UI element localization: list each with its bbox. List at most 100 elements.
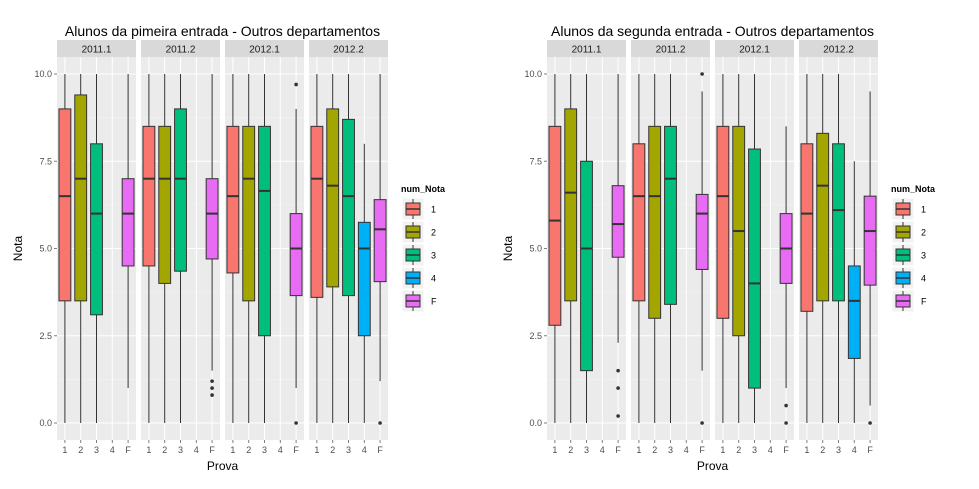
box-1	[716, 74, 730, 423]
y-tick-label: 0.0	[529, 418, 542, 428]
box-body	[357, 221, 371, 337]
box-body	[289, 213, 303, 297]
x-tick-label: 1	[314, 445, 319, 455]
legend: num_Nota 1 2 3 4 F	[891, 184, 936, 313]
facet-strip	[631, 40, 710, 57]
box-body	[863, 195, 877, 286]
y-axis-title: Nota	[501, 236, 515, 262]
facet-strip	[547, 40, 626, 57]
box-2	[564, 74, 578, 423]
facet-strip	[715, 40, 794, 57]
box-3	[748, 74, 761, 423]
box-body	[648, 125, 662, 319]
x-tick-label: 4	[362, 445, 367, 455]
y-tick-label: 5.0	[39, 244, 52, 254]
x-tick-label: 3	[262, 445, 267, 455]
box-body	[326, 108, 340, 288]
x-tick-label: 4	[768, 445, 773, 455]
x-tick-label: 3	[668, 445, 673, 455]
facet-label: 2012.2	[823, 45, 854, 56]
y-tick-label: 10.0	[524, 69, 542, 79]
chart-1: Alunos da pimeira entrada - Outros depar…	[11, 23, 446, 473]
box-1	[632, 74, 646, 423]
y-axis-title: Nota	[11, 236, 25, 262]
legend-label: 1	[921, 205, 926, 215]
y-tick-label: 7.5	[529, 156, 542, 166]
box-body	[58, 108, 72, 302]
facet-2011.1: 2011.1 1 2 3 4 F	[57, 40, 136, 455]
x-tick-label: 4	[684, 445, 689, 455]
chart-title: Alunos da pimeira entrada - Outros depar…	[65, 23, 380, 39]
facet-2012.1: 2012.1 1 2 3 4 F	[225, 40, 304, 455]
x-tick-label: 1	[230, 445, 235, 455]
box-body	[716, 125, 730, 319]
box-body	[373, 199, 387, 283]
x-tick-label: 2	[820, 445, 825, 455]
chart-2: Alunos da segunda entrada - Outros depar…	[501, 23, 936, 473]
box-body	[800, 143, 814, 312]
legend-label: 3	[921, 251, 926, 261]
box-1	[310, 74, 324, 423]
box-3	[174, 74, 187, 423]
box-body	[748, 148, 761, 389]
x-tick-label: 4	[852, 445, 857, 455]
box-body	[664, 125, 677, 305]
x-tick-label: 2	[78, 445, 83, 455]
facet-strip	[141, 40, 220, 57]
box-F	[121, 74, 135, 389]
outlier-point	[700, 421, 704, 425]
x-tick-label: 3	[346, 445, 351, 455]
box-body	[142, 125, 156, 267]
y-tick-label: 2.5	[39, 331, 52, 341]
outlier-point	[616, 386, 620, 390]
x-tick-label: 1	[804, 445, 809, 455]
x-tick-label: 3	[94, 445, 99, 455]
box-body	[695, 193, 709, 270]
outlier-point	[616, 368, 620, 373]
x-tick-label: 4	[194, 445, 199, 455]
box-body	[816, 132, 830, 302]
chart-title: Alunos da segunda entrada - Outros depar…	[551, 23, 874, 39]
box-body	[832, 143, 845, 302]
box-2	[242, 74, 256, 423]
outlier-point	[868, 421, 872, 425]
box-3	[258, 74, 271, 423]
legend-label: F	[431, 297, 437, 307]
box-F	[373, 74, 387, 425]
outlier-point	[210, 393, 214, 397]
box-body	[174, 108, 187, 272]
facet-label: 2011.1	[82, 45, 112, 56]
facet-strip	[57, 40, 136, 57]
facet-2011.2: 2011.2 1 2 3 4 F	[631, 40, 710, 455]
box-2	[732, 74, 746, 423]
box-body	[611, 185, 625, 258]
facet-2012.2: 2012.2 1 2 3 4 F	[309, 40, 388, 455]
box-body	[564, 108, 578, 302]
outlier-point	[784, 421, 788, 425]
box-body	[74, 94, 88, 302]
box-body	[226, 125, 240, 274]
box-2	[648, 74, 662, 423]
x-tick-label: 1	[146, 445, 151, 455]
box-2	[74, 74, 88, 423]
outlier-point	[294, 421, 298, 425]
box-4	[357, 143, 371, 423]
box-F	[611, 74, 625, 418]
legend-label: 2	[431, 228, 436, 238]
x-tick-label: 2	[162, 445, 167, 455]
facet-label: 2011.2	[656, 45, 686, 56]
x-tick-label: 4	[600, 445, 605, 455]
box-F	[779, 126, 793, 425]
facet-label: 2011.1	[572, 45, 602, 56]
legend-label: 4	[921, 274, 926, 284]
facet-strip	[225, 40, 304, 57]
x-tick-label: F	[867, 445, 873, 455]
x-tick-label: 1	[552, 445, 557, 455]
y-tick-label: 0.0	[39, 418, 52, 428]
box-body	[90, 143, 103, 316]
box-1	[800, 74, 814, 423]
box-1	[548, 74, 562, 423]
box-F	[205, 74, 219, 397]
facet-2011.1: 2011.1 1 2 3 4 F	[547, 40, 626, 455]
